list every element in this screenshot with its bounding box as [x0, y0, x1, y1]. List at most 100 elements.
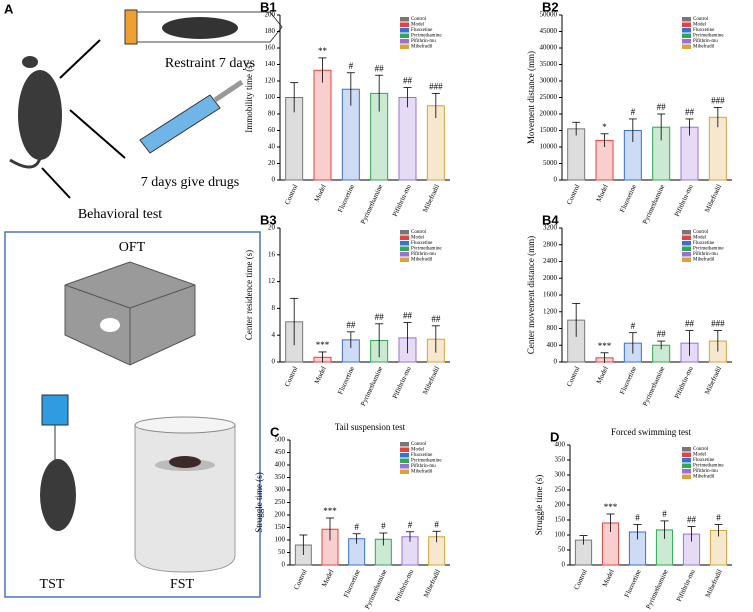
legend-label: Model [411, 448, 425, 453]
legend-swatch [400, 464, 409, 469]
x-tick-label: Pifithrin-mu [391, 183, 413, 218]
oft-edges [64, 284, 196, 365]
legend-label: Model [693, 236, 707, 241]
y-tick-label: 50 [278, 548, 286, 556]
legend-swatch [400, 442, 409, 447]
annotation: *** [604, 502, 618, 512]
legend-swatch [400, 257, 409, 262]
x-tick-label: Mibefradil [421, 365, 441, 396]
arrow [41, 167, 71, 199]
y-tick-label: 200 [275, 511, 286, 519]
legend-swatch [400, 22, 409, 27]
legend-label: Model [693, 23, 707, 28]
x-tick-label: Model [595, 183, 610, 203]
y-tick-label: 25000 [540, 93, 558, 101]
legend-label: Mibefradil [693, 475, 715, 480]
fst-text: FST [170, 577, 195, 592]
x-tick-label: Control [283, 183, 299, 206]
legend-label: Pifithrin-mu [693, 469, 718, 474]
legend-swatch [400, 44, 409, 49]
legend-swatch [400, 33, 409, 38]
x-tick-label: Pifithrin-mu [673, 365, 695, 400]
legend-swatch [682, 252, 691, 257]
x-tick-label: Fluoxetine [618, 183, 638, 214]
annotation: * [602, 122, 607, 132]
y-tick-label: 200 [555, 501, 566, 509]
legend-swatch [682, 463, 691, 468]
legend-swatch [400, 17, 409, 22]
annotation: # [662, 509, 667, 519]
legend-swatch [682, 28, 691, 33]
y-tick-label: 150 [555, 516, 566, 524]
x-tick-label: Pyrimethamine [363, 568, 388, 610]
legend-swatch [682, 474, 691, 479]
legend-swatch [682, 241, 691, 246]
annotation: ### [711, 95, 725, 105]
annotation: ## [685, 319, 695, 329]
legend-swatch [400, 235, 409, 240]
legend-label: Pifithrin-mu [411, 39, 436, 44]
panel-label: B2 [542, 0, 559, 14]
x-tick-label: Control [565, 183, 581, 206]
legend-swatch [400, 469, 409, 474]
panel-label: B1 [260, 0, 277, 14]
y-axis-label: Movement distance (mm) [526, 51, 536, 144]
y-tick-label: 20 [268, 224, 276, 232]
y-tick-label: 50000 [540, 11, 558, 19]
annotation: # [631, 321, 636, 331]
y-tick-label: 2800 [543, 240, 558, 248]
y-axis-label: Center residence time (s) [244, 250, 254, 340]
y-tick-label: 2000 [543, 274, 558, 282]
y-tick-label: 0 [272, 176, 276, 184]
legend-swatch [682, 17, 691, 22]
beaker-rim [134, 416, 236, 434]
y-tick-label: 350 [275, 473, 286, 481]
chart-title: Forced swimming test [611, 427, 691, 437]
y-tick-label: 0 [562, 561, 566, 569]
x-tick-label: Pyrimethamine [359, 365, 384, 407]
behavior-text: Behavioral test [78, 207, 162, 222]
y-tick-label: 0 [554, 176, 558, 184]
legend-swatch [400, 28, 409, 33]
x-tick-label: Pyrimethamine [644, 568, 669, 610]
x-tick-label: Fluoxetine [618, 365, 638, 396]
legend-label: Pyrimethamine [411, 247, 442, 252]
legend-label: Fluoxetine [411, 241, 433, 246]
tape [41, 394, 69, 426]
arrow [69, 109, 126, 159]
syringe [139, 94, 221, 154]
legend-label: Pyrimethamine [411, 459, 442, 464]
annotation: ### [711, 319, 725, 329]
annotation: ## [431, 314, 441, 324]
annotation: # [354, 522, 359, 532]
y-tick-label: 12 [268, 277, 276, 285]
y-tick-label: 200 [265, 11, 276, 19]
y-axis-label: Center movement distance (mm) [526, 236, 536, 354]
y-tick-label: 15000 [540, 126, 558, 134]
chart-title: Tail suspension test [335, 422, 406, 432]
y-tick-label: 45000 [540, 27, 558, 35]
annotation: ## [685, 107, 695, 117]
tst-text: TST [40, 577, 65, 592]
legend-label: Control [411, 17, 427, 22]
y-tick-label: 30000 [540, 77, 558, 85]
y-tick-label: 16 [268, 250, 276, 258]
legend-label: Control [693, 447, 709, 452]
y-tick-label: 60 [268, 126, 276, 134]
x-tick-label: Pifithrin-mu [675, 568, 697, 603]
x-tick-label: Control [572, 568, 588, 591]
bar [398, 97, 417, 181]
beaker [134, 425, 236, 573]
annotation: *** [323, 506, 337, 516]
y-axis-label: Struggle time (s) [254, 472, 264, 533]
legend-swatch [400, 458, 409, 463]
x-tick-label: Model [313, 183, 328, 203]
mouse-icon [100, 318, 120, 332]
legend-label: Pifithrin-mu [693, 252, 718, 257]
legend-label: Pifithrin-mu [411, 464, 436, 469]
annotation: *** [316, 340, 330, 350]
x-tick-label: Pyrimethamine [641, 365, 666, 407]
y-tick-label: 10000 [540, 143, 558, 151]
legend-label: Fluoxetine [693, 241, 715, 246]
